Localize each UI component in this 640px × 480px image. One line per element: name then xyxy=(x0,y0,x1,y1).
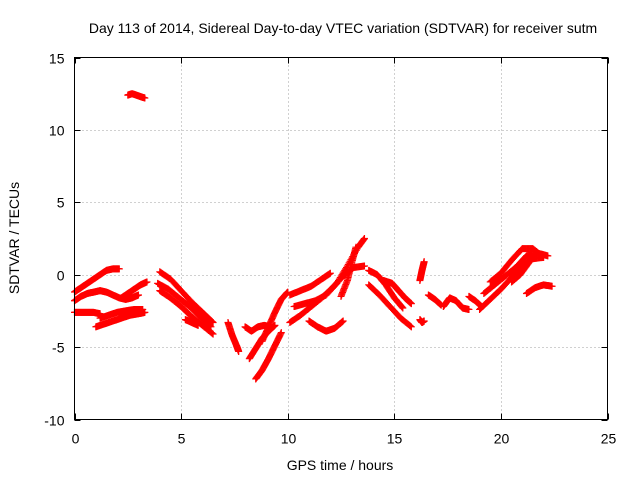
x-tick-label: 25 xyxy=(601,431,617,447)
series-arc-24 xyxy=(380,276,415,308)
series-arc-34 xyxy=(522,281,556,298)
data-point xyxy=(209,318,217,326)
grid xyxy=(74,57,608,420)
data-point xyxy=(420,258,428,266)
data-point xyxy=(208,318,216,326)
series-arc-21 xyxy=(337,243,360,300)
chart-title: Day 113 of 2014, Sidereal Day-to-day VTE… xyxy=(89,20,597,36)
data-point xyxy=(338,318,346,326)
data-point xyxy=(326,269,334,277)
series-arc-26 xyxy=(416,316,428,326)
series-arc-17 xyxy=(286,269,334,299)
series-arc-22 xyxy=(365,266,407,312)
x-tick-label: 5 xyxy=(178,431,186,447)
series-arc-10 xyxy=(156,287,217,338)
y-tick-label: 0 xyxy=(57,268,65,284)
data-point xyxy=(208,329,216,337)
x-axis-label: GPS time / hours xyxy=(287,457,394,473)
series-arc-27 xyxy=(424,291,445,309)
data-point xyxy=(360,235,368,242)
data-point xyxy=(525,259,533,267)
data-point xyxy=(209,330,217,338)
data-point xyxy=(277,329,285,337)
data-point xyxy=(141,94,149,102)
series-arc-20 xyxy=(305,317,347,335)
x-tick-label: 15 xyxy=(387,431,403,447)
data-point xyxy=(548,282,556,290)
data-point xyxy=(407,323,415,331)
x-tick-label: 20 xyxy=(494,431,510,447)
data-point xyxy=(397,302,405,310)
series-arc-7 xyxy=(124,90,149,102)
series-arc-12 xyxy=(224,318,243,355)
series-arc-11 xyxy=(181,316,202,329)
data-point xyxy=(194,321,202,329)
series-arc-1 xyxy=(71,265,123,296)
data-point xyxy=(339,317,347,325)
series-arc-25 xyxy=(416,258,428,284)
y-tick-label: 5 xyxy=(57,195,65,211)
series-arc-8 xyxy=(156,268,217,326)
y-tick-label: 15 xyxy=(49,51,65,67)
series-arc-9 xyxy=(154,279,215,331)
data-point xyxy=(398,303,406,311)
data-point xyxy=(143,278,151,286)
series-arc-15 xyxy=(252,329,285,383)
series-arc-3 xyxy=(71,308,104,318)
data-point xyxy=(115,265,123,273)
data-point xyxy=(139,305,147,313)
series-arc-33 xyxy=(508,259,533,286)
series-arc-32 xyxy=(486,245,548,286)
series-arc-2 xyxy=(71,287,142,305)
data-point xyxy=(524,260,532,268)
series-arc-5 xyxy=(96,305,147,322)
series-arc-6 xyxy=(117,278,151,302)
data-point xyxy=(407,300,415,308)
data-point xyxy=(338,318,346,326)
y-tick-label: 10 xyxy=(49,123,65,139)
data-point xyxy=(540,253,548,261)
y-axis-label: SDTVAR / TECUs xyxy=(6,182,22,294)
data-point xyxy=(406,322,414,330)
x-tick-label: 0 xyxy=(72,431,80,447)
plot-frame xyxy=(74,57,608,420)
data-point xyxy=(544,252,552,260)
data-point xyxy=(134,291,142,299)
data-point xyxy=(271,321,279,329)
data-point xyxy=(399,304,407,312)
series-arc-28 xyxy=(439,294,473,313)
axis-ticks: 0 5 10 15 20 25 -10 -5 0 5 10 15 xyxy=(44,51,616,447)
data-point xyxy=(235,347,243,355)
y-tick-label: -10 xyxy=(44,413,64,429)
data-point xyxy=(539,253,547,261)
data-point xyxy=(420,317,428,325)
data-point xyxy=(360,262,368,270)
y-tick-label: -5 xyxy=(52,340,65,356)
data-points xyxy=(71,90,556,383)
data-point xyxy=(465,305,473,313)
series-arc-23 xyxy=(365,281,415,331)
series-arc-16 xyxy=(258,288,292,345)
x-tick-label: 10 xyxy=(281,431,297,447)
data-point xyxy=(352,243,360,251)
